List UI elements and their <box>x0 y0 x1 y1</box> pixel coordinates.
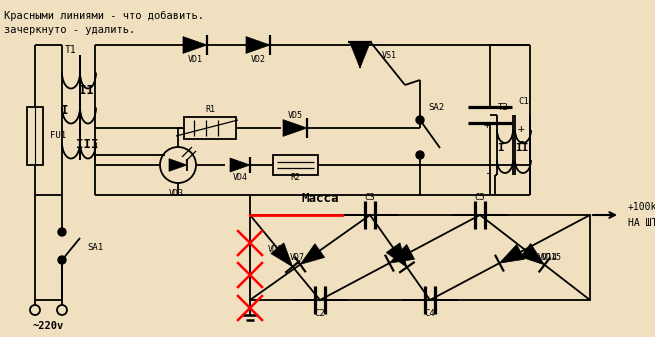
Polygon shape <box>386 243 407 267</box>
Text: -: - <box>518 136 527 150</box>
Text: VD2: VD2 <box>250 56 265 64</box>
Text: III: III <box>76 139 98 152</box>
Polygon shape <box>350 42 370 68</box>
Text: +: + <box>483 120 491 130</box>
Text: SA1: SA1 <box>87 244 103 252</box>
Text: ~220v: ~220v <box>32 321 64 331</box>
Circle shape <box>58 256 66 264</box>
Text: +100kV: +100kV <box>628 202 655 212</box>
Text: II: II <box>515 143 529 153</box>
Text: VD6: VD6 <box>268 245 283 254</box>
Polygon shape <box>169 159 187 171</box>
Circle shape <box>416 116 424 124</box>
Text: C3: C3 <box>365 192 375 202</box>
Text: VS1: VS1 <box>382 52 397 61</box>
Polygon shape <box>390 244 415 263</box>
Text: зачеркнуто - удалить.: зачеркнуто - удалить. <box>4 25 135 35</box>
Polygon shape <box>499 244 525 263</box>
Text: VD14: VD14 <box>538 253 558 263</box>
Bar <box>184 117 236 139</box>
Polygon shape <box>300 244 325 265</box>
Text: VD5: VD5 <box>288 111 303 120</box>
Circle shape <box>416 151 424 159</box>
Polygon shape <box>283 120 307 136</box>
Text: Масса: Масса <box>301 191 339 205</box>
Text: C4: C4 <box>424 309 436 318</box>
Polygon shape <box>520 244 544 265</box>
Text: +: + <box>518 124 525 134</box>
Polygon shape <box>183 37 207 53</box>
Text: I: I <box>62 103 69 117</box>
Polygon shape <box>271 243 293 267</box>
Text: VD1: VD1 <box>187 56 202 64</box>
Text: C2: C2 <box>314 309 326 318</box>
Text: Красными линиями - что добавить.: Красными линиями - что добавить. <box>4 11 204 21</box>
Text: T1: T1 <box>65 45 77 55</box>
Text: VD4: VD4 <box>233 174 248 183</box>
Text: II: II <box>79 84 94 96</box>
Text: I: I <box>496 143 504 153</box>
Circle shape <box>58 228 66 236</box>
Text: -: - <box>483 168 491 178</box>
Text: R1: R1 <box>205 105 215 115</box>
Text: VD3: VD3 <box>168 188 183 197</box>
Text: C1: C1 <box>518 96 529 105</box>
Text: SA2: SA2 <box>428 103 444 113</box>
Text: VD7: VD7 <box>290 252 305 262</box>
Text: НА ШТАНГУ: НА ШТАНГУ <box>628 218 655 228</box>
Text: VD15: VD15 <box>542 252 562 262</box>
Bar <box>272 155 318 175</box>
Bar <box>27 107 43 165</box>
Text: FU1: FU1 <box>50 131 66 141</box>
Polygon shape <box>230 158 250 172</box>
Text: R2: R2 <box>290 174 300 183</box>
Polygon shape <box>246 37 270 53</box>
Text: T2: T2 <box>498 103 508 113</box>
Text: C5: C5 <box>475 192 485 202</box>
